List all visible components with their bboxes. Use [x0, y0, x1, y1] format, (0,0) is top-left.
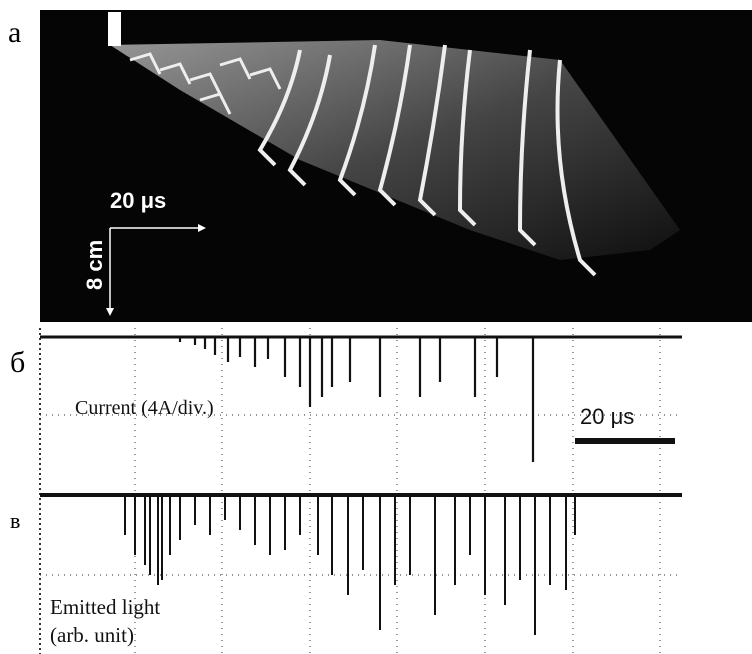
scale-label: 20 μs [110, 188, 166, 213]
scale-label: 8 cm [82, 240, 107, 290]
trace-label: Emitted light [50, 595, 160, 619]
scale-label: 20 μs [580, 404, 634, 429]
figure: а 20 μs 8 cm б Current (4A/div.) 20 μs в… [0, 0, 752, 654]
panel-label: в [10, 508, 20, 533]
trace-label: Current (4A/div.) [75, 397, 214, 419]
panel-label: а [8, 16, 21, 49]
light-trace [125, 495, 575, 635]
current-trace [180, 337, 533, 462]
panel-label: б [10, 346, 25, 379]
scale-bar [575, 438, 675, 444]
trace-label: (arb. unit) [50, 623, 134, 647]
electrode [108, 12, 121, 46]
